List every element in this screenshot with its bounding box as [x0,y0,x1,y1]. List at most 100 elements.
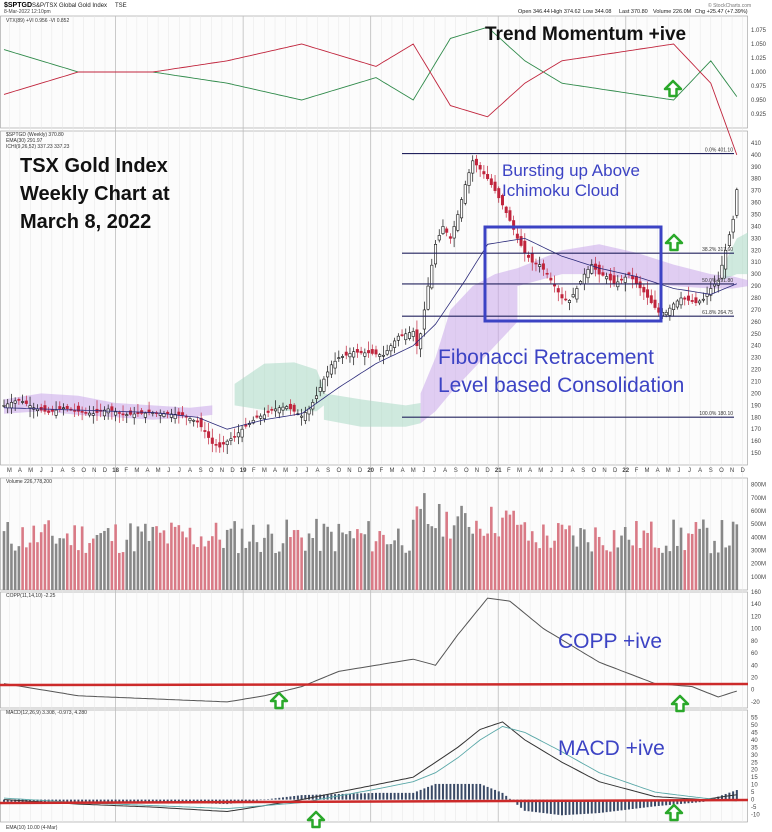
volume-bar [251,524,255,590]
x-tick-label: 21 [495,468,502,474]
x-tick-label: S [581,468,585,474]
candle-body [147,409,151,414]
macd-hist-bar [255,799,258,801]
volume-bar [389,544,393,590]
candle-body [653,299,657,308]
volume-bar [173,526,177,590]
y-tick-label: 290 [751,284,762,290]
candle-body [381,354,385,357]
macd-hist-bar [735,790,738,800]
volume-bar [441,536,445,590]
volume-bar [616,547,620,590]
candle-body [333,360,337,369]
macd-hist-bar [654,799,656,807]
volume-bar [222,547,225,590]
header-date: 8-Mar-2022 12:10pm [4,9,51,15]
candle-body [720,264,724,279]
volume-bar [482,535,486,590]
candle-body [549,277,553,281]
macd-hist-bar [122,799,125,802]
volume-bar [54,543,58,590]
candle-body [478,165,482,170]
x-tick-label: A [401,468,405,474]
volume-bar [199,536,203,590]
macd-hist-bar [471,783,474,800]
ema-line [3,237,737,430]
y-tick-label: 200M [751,562,766,568]
macd-hist-bar [534,799,537,813]
panel-frame-vol [0,477,748,591]
candle-body [590,264,594,274]
volume-bar [504,510,508,590]
macd-hist-bar [55,799,58,802]
y-tick-label: 600M [751,509,766,515]
volume-bar [322,523,326,590]
y-tick-label: 15 [751,775,758,781]
vtx-label: VTX(89) +VI 0.956 -VI 0.852 [6,18,69,24]
fib-label: 100.0% 180.10 [699,411,733,417]
x-tick-label: J [561,468,564,474]
volume-bar [452,525,456,590]
x-tick-label: M [134,468,139,474]
x-tick-label: J [550,468,553,474]
volume-bar [411,519,415,590]
macd-hist-bar [293,796,296,800]
x-tick-label: M [411,468,416,474]
volume-bar [184,537,188,590]
macd-hist-bar [99,799,102,802]
macd-hist-bar [601,799,604,813]
volume-bar [400,545,404,590]
candle-body [701,298,705,301]
x-tick-label: J [178,468,181,474]
candle-body [419,333,423,350]
volume-bar [62,538,65,590]
volume-bar [211,536,214,590]
fib-label: 38.2% 317.60 [702,247,733,253]
candle-body [229,438,233,441]
macd-hist-bar [419,789,422,800]
volume-bar [17,546,21,590]
volume-bar [385,544,389,590]
candle-body [344,351,348,356]
candle-body [448,236,452,239]
candle-body [441,226,445,234]
macd-hist-bar [549,799,552,814]
macd-hist-bar [69,799,72,802]
macd-hist-bar [315,794,318,800]
macd-hist-bar [575,799,578,815]
candle-body [259,415,263,419]
x-tick-label: M [517,468,522,474]
volume-bar [259,551,262,590]
candle-body [73,410,77,412]
volume-bar [80,526,84,590]
volume-bar [575,546,579,590]
volume-bar [192,544,196,590]
y-tick-label: 45 [751,730,758,736]
volume-bar [560,524,564,590]
volume-bar [374,541,378,590]
macd-hist-bar [412,792,415,800]
x-tick-label: J [50,468,53,474]
candle-body [43,405,47,412]
y-tick-label: 210 [751,380,762,386]
macd-hist-bar [657,799,660,806]
volume-bar [735,524,739,590]
macd-hist-bar [680,799,683,804]
macd-hist-bar [159,799,162,803]
candle-body [579,280,583,284]
volume-bar [237,553,240,590]
y-tick-label: 200 [751,391,762,397]
volume-bar [486,533,489,590]
candle-body [489,178,493,185]
volume-bar [144,523,147,590]
volume-bar [233,521,236,590]
y-tick-label: 100M [751,575,766,581]
candle-body [117,412,121,414]
volume-bar [337,523,341,590]
macd-hist-bar [415,791,418,800]
candle-body [512,220,516,230]
candle-body [437,235,441,241]
macd-hist-bar [668,799,671,805]
candle-body [385,350,389,355]
